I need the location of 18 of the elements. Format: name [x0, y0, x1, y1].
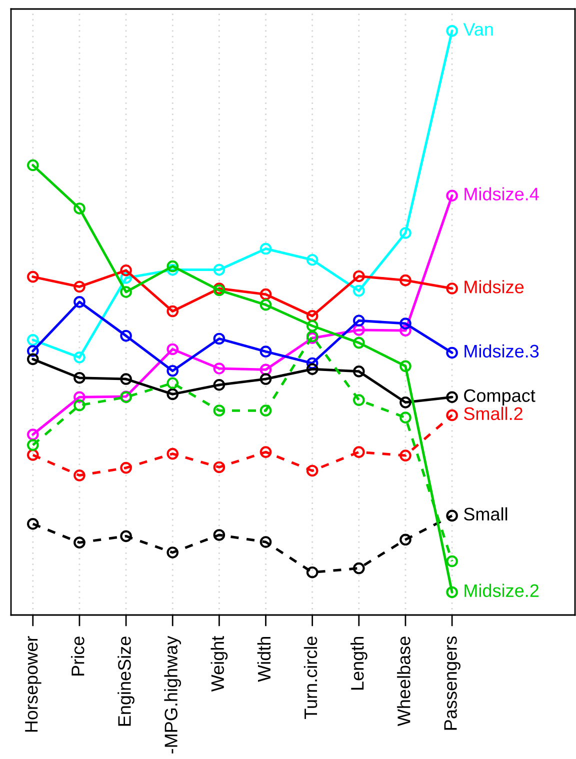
series-label: Compact — [464, 389, 536, 406]
x-tick-label: Horsepower — [25, 636, 42, 732]
series-label: Midsize.4 — [464, 187, 539, 200]
series-label: Midsize — [464, 280, 524, 294]
x-tick-label: Length — [350, 637, 368, 690]
x-tick-label: Passengers — [444, 636, 460, 730]
x-tick-label: Price — [71, 636, 84, 676]
x-tick-label: EngineSize — [118, 636, 134, 726]
x-tick-label: Weight — [210, 636, 228, 692]
x-tick-label: Turn.circle — [304, 636, 318, 720]
series-label: Midsize.3 — [464, 344, 539, 358]
series-label: Van — [463, 23, 493, 36]
series-label: Midsize.2 — [464, 584, 539, 598]
series-label: Small.2 — [464, 406, 522, 420]
x-tick-label: -MPG.highway — [164, 636, 182, 754]
x-tick-label: Width — [257, 637, 271, 682]
series-label: Small — [464, 507, 508, 521]
x-tick-label: Wheelbase — [397, 636, 410, 726]
